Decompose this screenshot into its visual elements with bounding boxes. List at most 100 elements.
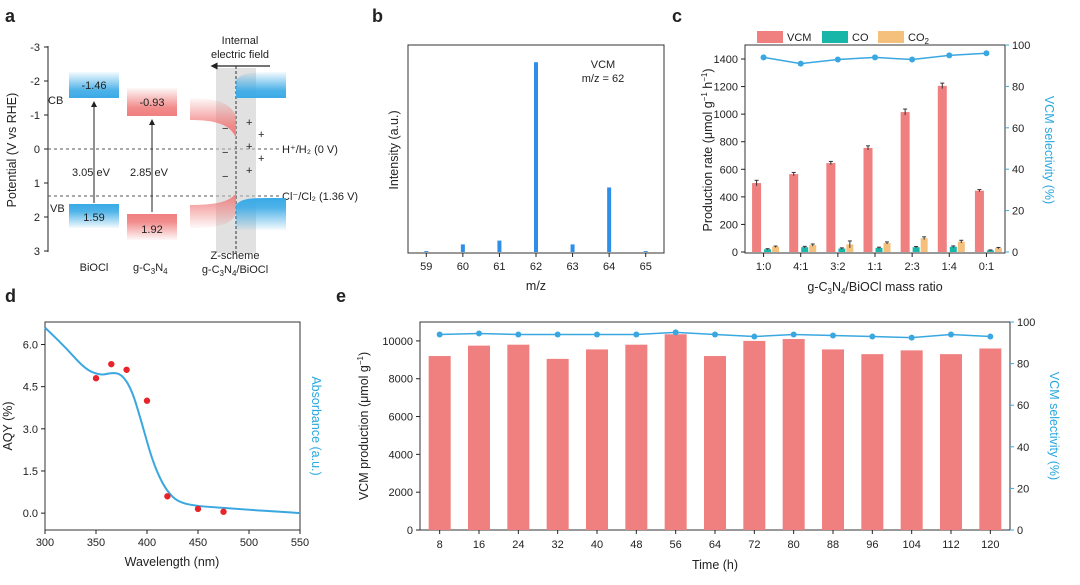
panel-d-xtick-label: 500 [240,537,258,549]
panel-c-ytick-label: 1000 [714,109,738,121]
aqy-point-475 [220,508,227,515]
selectivity-point-0:1 [983,50,990,57]
bar-co-1:0 [764,249,772,252]
ms-bar-65 [643,251,648,252]
panel-e-xtick-label: 112 [942,539,960,551]
stability-selectivity-point-96 [869,333,876,340]
panel-e-y2tick-label: 0 [1017,525,1023,537]
panel-e-xtick-label: 104 [902,539,920,551]
aqy-point-365 [108,360,115,368]
aqy-point-450 [194,505,202,513]
bar-vcm-1:0 [752,183,762,252]
bar-co-1:4 [949,246,957,252]
panel-c-xtick-label: 1:1 [867,261,882,273]
biocl-cb-band [69,72,119,98]
panel-e-y2tick-label: 60 [1017,400,1029,412]
panel-b-xtick-label: 65 [640,261,652,273]
bar-co-3:2 [838,248,846,252]
vcm-production-bar-88 [822,349,844,530]
stability-selectivity-point-48 [633,331,640,338]
zs-gcn-cb [190,98,236,138]
vcm-production-bar-40 [586,349,608,530]
panel-e-y2tick-label: 80 [1017,359,1029,371]
panel-b-ylabel: Intensity (a.u.) [387,110,401,189]
panel-c-y2tick-label: 60 [1012,123,1024,135]
panel-d-xtick-label: 350 [87,537,105,549]
panel-b-annotation: VCM [591,59,615,71]
vcm-production-bar-104 [900,350,923,530]
cb-label: CB [48,95,63,107]
panel-b-xtick-label: 64 [603,261,615,273]
panel-e-xtick-label: 96 [866,539,878,551]
bar-vcm-2:3 [900,112,910,252]
panel-a-tick-label: 2 [34,212,40,224]
panel-c-y2tick-label: 20 [1012,206,1024,218]
panel-b-bars [424,62,648,253]
panel-d-xtick-label: 300 [36,537,54,549]
panel-c-y2tick-label: 80 [1012,81,1024,93]
panel-c-y2tick-label: 100 [1012,40,1030,52]
panel-e-ytick-label: 0 [407,525,413,537]
vcm-production-bar-8 [428,356,451,530]
panel-d-xtick-label: 450 [189,537,207,549]
stability-selectivity-point-56 [672,329,679,336]
panel-e-xtick-label: 64 [709,539,721,551]
aqy-point-420 [164,493,171,500]
field-label-1: Internal [222,35,259,47]
biocl-vb-band [69,204,119,228]
stability-selectivity-point-80 [790,331,797,338]
ms-bar-61 [497,240,502,252]
minus-3: − [222,171,228,183]
vcm-production-bar-64 [704,356,726,530]
vcm-production-bar-96 [861,354,884,530]
selectivity-point-4:1 [797,60,804,67]
bar-co2-1:1 [883,243,891,252]
field-label-2: electric field [211,49,269,61]
gcn-gap: 2.85 eV [130,167,169,179]
stability-selectivity-point-88 [830,332,836,339]
panel-e-y2tick-label: 40 [1017,442,1029,454]
gcn-cb-value: -0.93 [139,97,164,109]
panel-b-xtick-label: 62 [530,261,542,273]
panel-e-xtick-label: 56 [670,539,682,551]
panel-c-production-chart: 0 200 400 600 800 1000 1200 1400 0 20 40 60 80 100 1:0… [700,31,1056,296]
panel-label-e: e [336,286,346,306]
panel-e-xtick-label: 16 [473,539,485,551]
panel-a-ylabel: Potential (V vs RHE) [5,93,19,208]
panel-c-ytick-label: 800 [720,137,738,149]
vcm-production-bar-112 [940,354,962,530]
panel-b-xtick-label: 59 [420,261,432,273]
panel-e-xtick-label: 80 [788,539,800,551]
stability-selectivity-point-104 [908,334,915,341]
stability-selectivity-point-8 [436,331,443,338]
panel-d-xlabel: Wavelength (nm) [125,555,220,569]
bar-co2-1:0 [772,246,780,252]
panel-d-frame [44,321,301,531]
panel-b-xtick-label: 60 [457,261,469,273]
panel-b-xtick-label: 61 [493,261,505,273]
bar-vcm-1:4 [937,85,947,252]
ms-bar-59 [424,251,429,252]
panel-d-y2label: Absorbance (a.u.) [309,376,323,475]
panel-e-stability-chart: 0 2000 4000 6000 8000 10000 0 20 40 60 80 100 8 16 24 3… [356,317,1061,572]
selectivity-point-2:3 [909,56,916,63]
panel-e-xtick-label: 40 [591,539,603,551]
panel-d-ytick-label: 0.0 [23,508,38,520]
biocl-vb-value: 1.59 [83,212,104,224]
plus-1: + [246,117,252,129]
stability-selectivity-point-64 [712,331,718,338]
vb-label: VB [50,203,65,215]
panel-d-ytick-label: 3.0 [23,424,38,436]
plus-5: + [258,153,264,165]
panel-e-ytick-label: 2000 [389,487,413,499]
panel-e-xtick-label: 88 [827,539,839,551]
panel-label-c: c [672,6,682,26]
panel-d-ytick-label: 1.5 [23,466,38,478]
panel-e-y2tick-label: 20 [1017,483,1029,495]
legend-swatch-co2 [878,31,904,43]
plus-3: + [246,165,252,177]
panel-b-xtick-label: 63 [566,261,578,273]
bar-co2-3:2 [846,244,854,252]
biocl-cb-value: -1.46 [81,80,106,92]
